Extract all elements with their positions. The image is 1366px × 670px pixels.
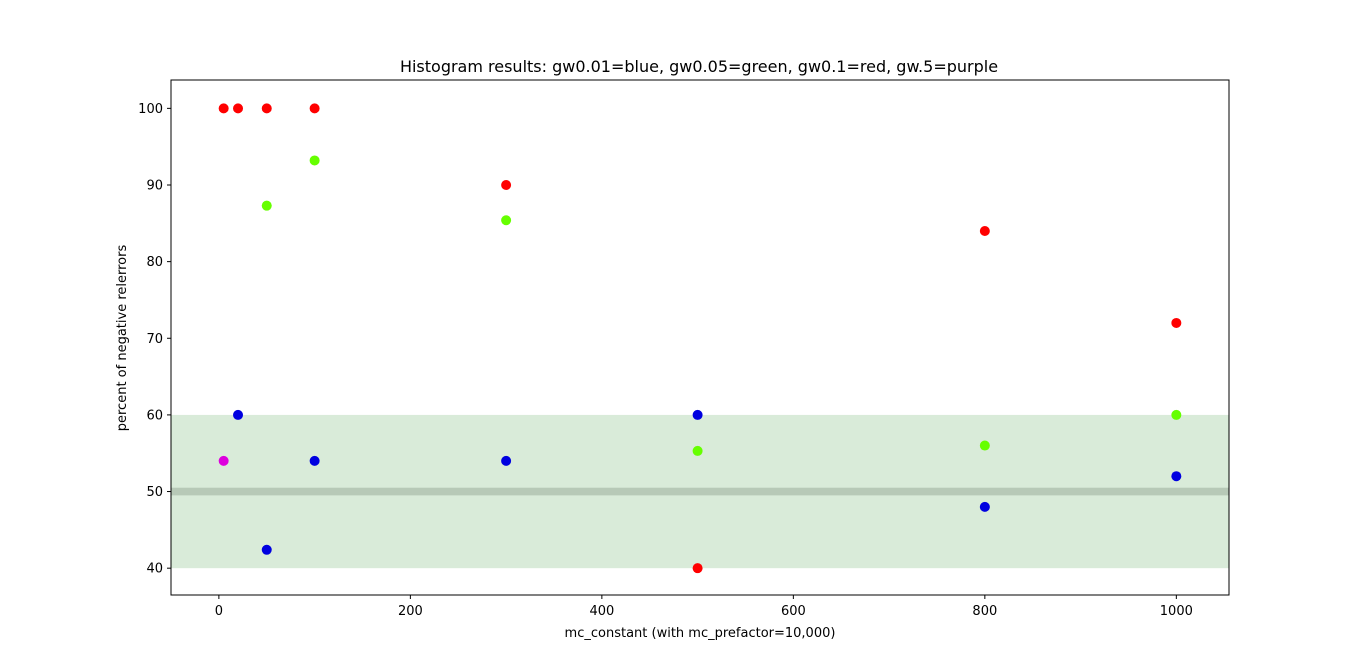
data-point-s0-0 <box>233 409 244 420</box>
y-axis-label: percent of negative relerrors <box>115 245 130 432</box>
data-points <box>218 103 1182 574</box>
data-point-s2-4 <box>501 179 512 190</box>
y-axis-ticks: 40 50 60 70 80 90 100 <box>138 102 171 577</box>
data-point-s0-3 <box>501 455 512 466</box>
data-point-s1-0 <box>261 200 272 211</box>
x-tick-label-5: 1000 <box>1160 604 1193 619</box>
x-tick-label-0: 0 <box>215 604 223 619</box>
y-tick-label-5: 90 <box>146 178 163 193</box>
data-point-s2-7 <box>1171 317 1182 328</box>
data-point-s2-2 <box>261 103 272 114</box>
data-point-s2-6 <box>979 225 990 236</box>
reference-bands <box>171 414 1229 569</box>
data-point-s0-6 <box>1171 471 1182 482</box>
data-point-s2-3 <box>309 103 320 114</box>
data-point-s1-4 <box>979 440 990 451</box>
data-point-s1-5 <box>1171 409 1182 420</box>
x-tick-label-3: 600 <box>781 604 806 619</box>
data-point-s1-3 <box>692 445 703 456</box>
y-tick-label-0: 40 <box>146 562 163 577</box>
y-tick-label-6: 100 <box>138 102 163 117</box>
chart-title: Histogram results: gw0.01=blue, gw0.05=g… <box>400 57 998 76</box>
data-point-s0-5 <box>979 501 990 512</box>
band-1 <box>171 487 1229 496</box>
data-point-s2-5 <box>692 563 703 574</box>
y-tick-label-3: 70 <box>146 332 163 347</box>
x-tick-label-1: 200 <box>398 604 423 619</box>
data-point-s0-1 <box>261 544 272 555</box>
data-point-s2-1 <box>233 103 244 114</box>
data-point-s0-2 <box>309 455 320 466</box>
data-point-s1-1 <box>309 155 320 166</box>
y-tick-label-4: 80 <box>146 255 163 270</box>
y-tick-label-2: 60 <box>146 408 163 423</box>
data-point-s2-0 <box>218 103 229 114</box>
plot-frame <box>170 79 1230 596</box>
x-axis-label: mc_constant (with mc_prefactor=10,000) <box>565 626 836 641</box>
data-point-s1-2 <box>501 215 512 226</box>
data-point-s3-0 <box>218 455 229 466</box>
y-tick-label-1: 50 <box>146 485 163 500</box>
data-point-s0-4 <box>692 409 703 420</box>
x-tick-label-2: 400 <box>589 604 614 619</box>
x-axis-ticks: 0 200 400 600 800 1000 <box>215 595 1193 619</box>
x-tick-label-4: 800 <box>972 604 997 619</box>
